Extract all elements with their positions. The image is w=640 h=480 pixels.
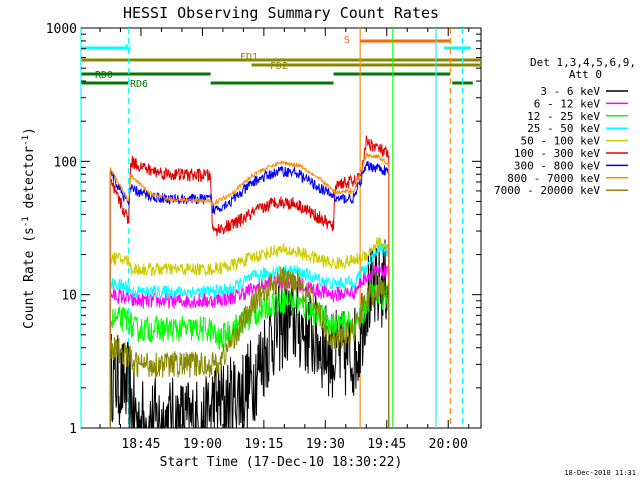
x-tick-label: 18:45 (121, 437, 160, 452)
y-axis-label: Count Rate (s-1 detector-1) (21, 127, 37, 329)
series-line (109, 161, 390, 428)
legend-entry-label: 300 - 800 keV (514, 159, 600, 172)
y-tick-label: 1000 (46, 22, 77, 37)
series-line (109, 135, 390, 428)
mode-flags: S N FD1 FD2 RD0 RD6 (81, 35, 481, 90)
axis-ticks: 18:45 19:00 19:15 19:30 19:45 20:00 1 10 100 1000 (46, 22, 481, 452)
x-tick-label: 19:45 (367, 437, 406, 452)
chart-title: HESSI Observing Summary Count Rates (123, 4, 439, 22)
flag-label-n: N (125, 43, 131, 54)
y-tick-label: 100 (54, 155, 77, 170)
x-tick-label: 19:30 (306, 437, 345, 452)
series-layer (109, 135, 390, 430)
legend-entry-label: 800 - 7000 keV (507, 172, 600, 185)
flag-label-s: S (344, 35, 350, 46)
legend-entry-label: 100 - 300 keV (514, 147, 600, 160)
y-tick-label: 1 (69, 422, 77, 437)
x-axis-label: Start Time (17-Dec-10 18:30:22) (160, 455, 403, 470)
flag-label-rd6: RD6 (130, 79, 148, 90)
series-line (109, 237, 390, 428)
flag-label-rd0: RD0 (95, 70, 113, 81)
legend-entry-label: 7000 - 20000 keV (494, 184, 600, 197)
y-tick-label: 10 (61, 289, 77, 304)
legend-header-line2: Att 0 (569, 68, 602, 81)
legend-entry-label: 3 - 6 keV (540, 85, 600, 98)
series-line (109, 152, 390, 428)
legend-entry-label: 6 - 12 keV (534, 97, 601, 110)
series-line (109, 241, 390, 428)
date-stamp: 18-Dec-2010 11:31 (564, 469, 636, 477)
series-line (109, 280, 390, 428)
legend-entry-label: 12 - 25 keV (527, 110, 600, 123)
legend-entry-label: 25 - 50 keV (527, 122, 600, 135)
series-line (109, 266, 390, 428)
x-tick-label: 19:00 (183, 437, 222, 452)
x-tick-label: 19:15 (244, 437, 283, 452)
legend-header-line1: Det 1,3,4,5,6,9, (530, 56, 636, 69)
legend-entry-label: 50 - 100 keV (521, 135, 601, 148)
x-tick-label: 20:00 (429, 437, 468, 452)
flag-label-fd2: FD2 (270, 61, 288, 72)
flag-label-fd1: FD1 (240, 52, 258, 63)
